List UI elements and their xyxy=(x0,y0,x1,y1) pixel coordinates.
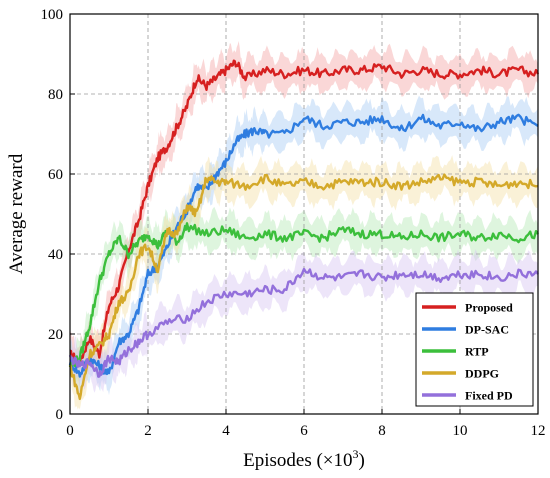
series-lines xyxy=(68,59,540,401)
x-tick-label: 10 xyxy=(453,423,468,439)
y-tick-label: 80 xyxy=(48,87,63,103)
x-axis-label: Episodes (×103) xyxy=(243,447,365,471)
legend-label-fixed-pd: Fixed PD xyxy=(465,389,513,403)
legend-label-ddpg: DDPG xyxy=(465,367,499,381)
x-axis-label-sup: 3 xyxy=(353,447,359,461)
x-tick-label: 12 xyxy=(531,423,546,439)
y-tick-label: 40 xyxy=(48,247,63,263)
y-tick-label: 100 xyxy=(41,7,64,23)
y-tick-label: 20 xyxy=(48,327,63,343)
line-ddpg xyxy=(68,173,539,401)
line-dp-sac xyxy=(68,113,539,378)
legend: Proposed DP-SAC RTP DDPG Fixed PD xyxy=(415,292,534,407)
axis-ticks: 0 2 4 6 8 10 12 0 20 40 60 80 100 xyxy=(41,7,546,439)
line-proposed xyxy=(69,59,540,367)
band-rtp xyxy=(70,204,538,385)
x-tick-label: 4 xyxy=(222,423,230,439)
x-tick-label: 8 xyxy=(378,423,386,439)
band-proposed xyxy=(70,41,538,388)
legend-label-rtp: RTP xyxy=(465,345,489,359)
x-axis-label-close: ) xyxy=(359,450,365,471)
y-axis-label: Average reward xyxy=(6,153,27,274)
line-rtp xyxy=(68,222,539,368)
band-ddpg xyxy=(70,155,538,410)
y-tick-label: 60 xyxy=(48,167,63,183)
band-fixed-pd xyxy=(70,249,538,393)
legend-label-proposed: Proposed xyxy=(465,301,513,315)
line-fixed-pd xyxy=(68,267,539,378)
x-tick-label: 0 xyxy=(66,423,74,439)
x-tick-label: 2 xyxy=(144,423,152,439)
x-axis-label-main: Episodes (×10 xyxy=(243,450,352,471)
y-tick-label: 0 xyxy=(56,407,64,423)
x-tick-label: 6 xyxy=(300,423,308,439)
legend-label-dp-sac: DP-SAC xyxy=(465,323,509,337)
